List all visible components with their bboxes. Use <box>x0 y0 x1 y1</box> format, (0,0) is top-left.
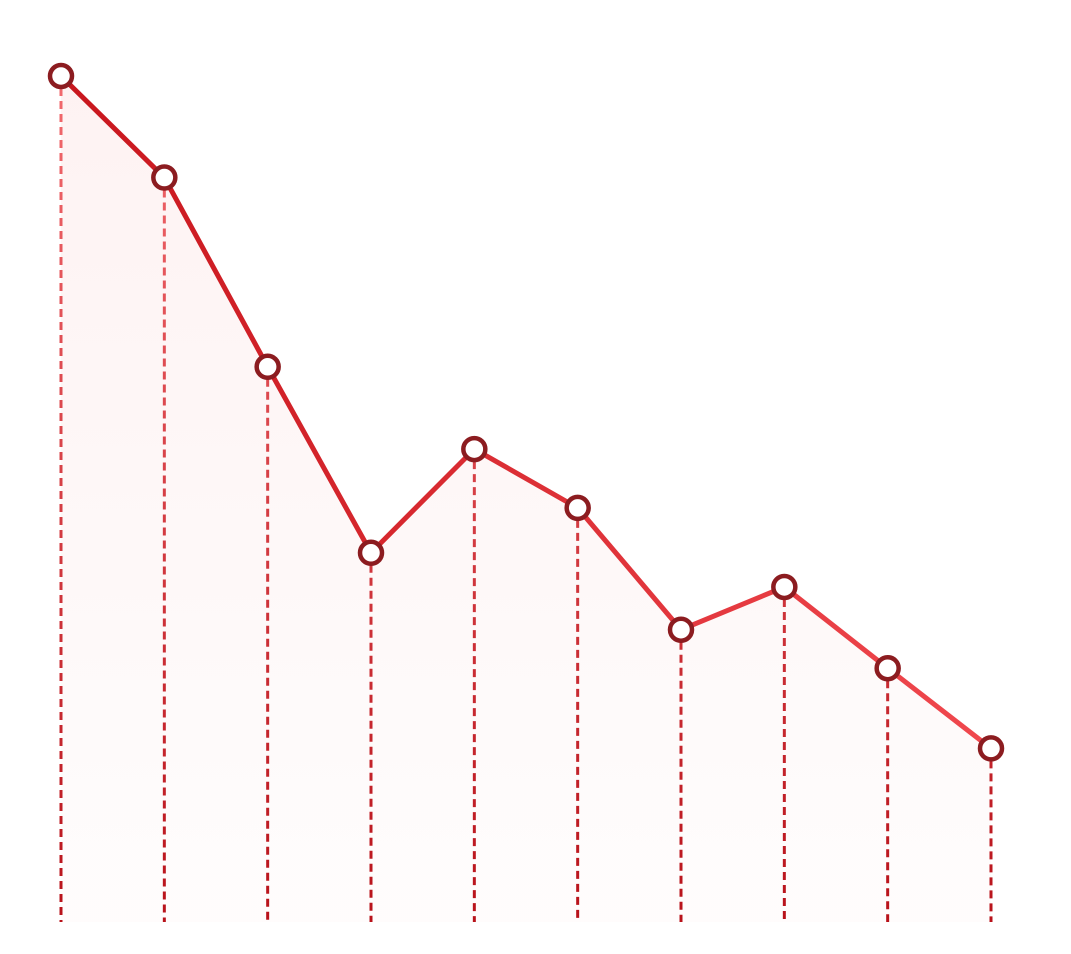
data-point-7 <box>667 616 695 643</box>
data-point-3 <box>254 353 281 381</box>
area-fill <box>61 76 991 922</box>
series-line-layer <box>58 73 994 751</box>
data-point-4 <box>357 539 385 567</box>
data-point-10 <box>977 735 1005 762</box>
data-point-2 <box>151 164 178 191</box>
series-line <box>58 73 994 751</box>
data-point-5 <box>461 435 488 463</box>
area-fill-layer <box>61 76 991 922</box>
data-point-6 <box>564 494 591 522</box>
data-point-8 <box>771 573 798 601</box>
markers-layer <box>47 62 1005 762</box>
drop-lines-layer <box>59 88 993 922</box>
data-point-9 <box>874 654 901 682</box>
data-point-1 <box>47 62 75 90</box>
